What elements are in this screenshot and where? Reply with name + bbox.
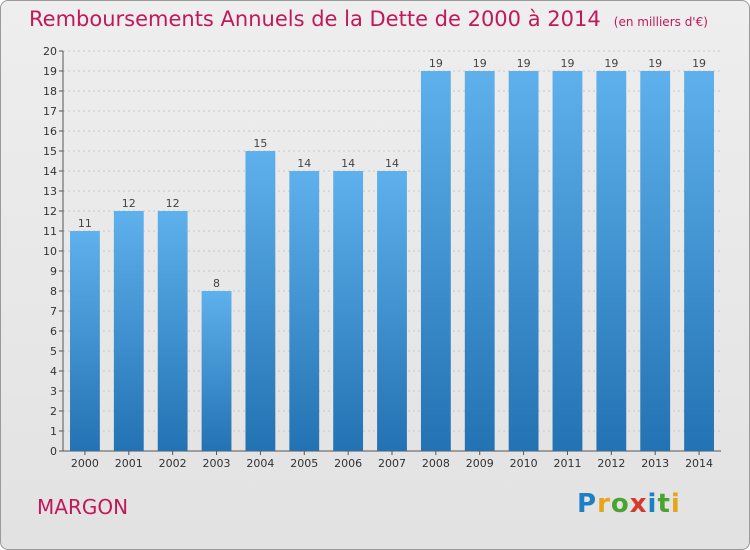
chart-title-text: Remboursements Annuels de la Dette de 20… <box>29 7 601 31</box>
bar <box>245 151 276 451</box>
x-tick-label: 2002 <box>159 457 187 470</box>
logo-letter: P <box>577 489 598 519</box>
x-tick-label: 2012 <box>597 457 625 470</box>
y-tick-label: 10 <box>43 245 57 258</box>
bar <box>201 291 232 451</box>
y-tick-label: 13 <box>43 185 57 198</box>
bar <box>70 231 100 451</box>
y-tick-label: 1 <box>50 425 57 438</box>
y-tick-label: 0 <box>50 445 57 458</box>
logo-letter: i <box>647 489 658 519</box>
bar <box>289 171 320 451</box>
bar-value-label: 19 <box>517 57 531 70</box>
bar-value-label: 14 <box>341 157 355 170</box>
logo-letter: o <box>610 489 630 519</box>
bar <box>684 71 714 451</box>
proxiti-logo: Proxiti <box>577 489 681 519</box>
x-tick-label: 2005 <box>290 457 318 470</box>
bar-value-label: 19 <box>692 57 706 70</box>
y-tick-label: 3 <box>50 385 57 398</box>
y-tick-label: 6 <box>50 325 57 338</box>
bars <box>70 71 714 451</box>
bar-value-label: 14 <box>385 157 399 170</box>
bar <box>333 171 364 451</box>
bar-value-label: 12 <box>166 197 180 210</box>
y-tick-label: 14 <box>43 165 57 178</box>
bar-value-label: 8 <box>213 277 220 290</box>
y-tick-label: 8 <box>50 285 57 298</box>
x-tick-label: 2006 <box>334 457 362 470</box>
commune-name: MARGON <box>37 495 129 519</box>
y-tick-label: 4 <box>50 365 57 378</box>
bar-value-label: 19 <box>604 57 618 70</box>
bar <box>508 71 539 451</box>
y-tick-label: 19 <box>43 65 57 78</box>
y-tick-label: 20 <box>43 45 57 58</box>
bar <box>113 211 144 451</box>
x-tick-label: 2011 <box>553 457 581 470</box>
y-tick-label: 15 <box>43 145 57 158</box>
bar <box>640 71 671 451</box>
chart-unit: (en milliers d'€) <box>613 15 708 29</box>
x-tick-label: 2003 <box>203 457 231 470</box>
x-tick-label: 2009 <box>466 457 494 470</box>
logo-letter: t <box>657 489 671 519</box>
logo-letter: i <box>670 489 681 519</box>
logo-letter: x <box>629 489 648 519</box>
y-tick-label: 11 <box>43 225 57 238</box>
x-tick-label: 2000 <box>71 457 99 470</box>
logo-letter: r <box>597 489 611 519</box>
labels: 0123456789101112131415161718192011200012… <box>43 45 713 470</box>
chart-title: Remboursements Annuels de la Dette de 20… <box>29 7 708 31</box>
bar <box>464 71 495 451</box>
bar-value-label: 19 <box>648 57 662 70</box>
x-tick-label: 2001 <box>115 457 143 470</box>
bar-value-label: 11 <box>78 217 92 230</box>
y-tick-label: 17 <box>43 105 57 118</box>
y-tick-label: 18 <box>43 85 57 98</box>
x-tick-label: 2010 <box>510 457 538 470</box>
bar <box>157 211 188 451</box>
bar-value-label: 15 <box>253 137 267 150</box>
bar-value-label: 19 <box>429 57 443 70</box>
y-tick-label: 2 <box>50 405 57 418</box>
x-tick-label: 2014 <box>685 457 713 470</box>
bar <box>596 71 627 451</box>
y-tick-label: 12 <box>43 205 57 218</box>
bar-value-label: 14 <box>297 157 311 170</box>
y-tick-label: 7 <box>50 305 57 318</box>
y-tick-label: 16 <box>43 125 57 138</box>
bar-value-label: 12 <box>122 197 136 210</box>
bar <box>420 71 451 451</box>
bar-value-label: 19 <box>560 57 574 70</box>
x-tick-label: 2013 <box>641 457 669 470</box>
bar-value-label: 19 <box>473 57 487 70</box>
x-tick-label: 2007 <box>378 457 406 470</box>
bar <box>377 171 407 451</box>
y-tick-label: 9 <box>50 265 57 278</box>
bar <box>552 71 583 451</box>
y-tick-label: 5 <box>50 345 57 358</box>
x-tick-label: 2004 <box>246 457 274 470</box>
x-tick-label: 2008 <box>422 457 450 470</box>
